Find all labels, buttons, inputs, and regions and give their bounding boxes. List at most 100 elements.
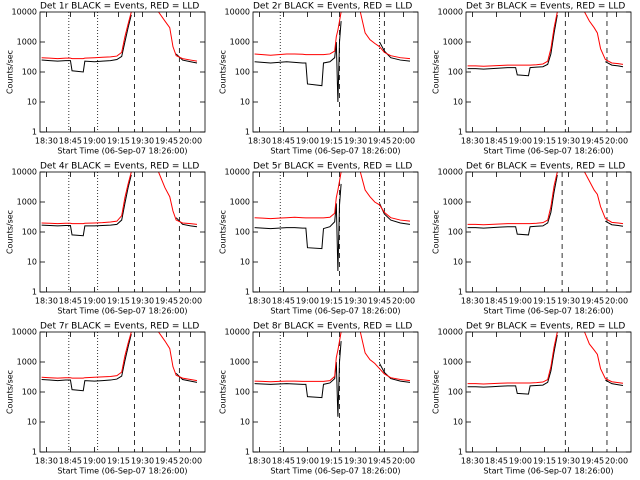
data-line	[584, 332, 624, 384]
data-line	[379, 363, 411, 383]
x-tick-label: 18:30	[248, 137, 271, 146]
y-axis-label: Counts/sec	[6, 210, 15, 254]
x-tick-label: 19:15	[107, 297, 130, 306]
x-axis-label: Start Time (06-Sep-07 18:26:00)	[57, 467, 187, 476]
y-tick-label: 1	[458, 128, 463, 137]
x-tick-label: 19:00	[296, 137, 319, 146]
x-tick-label: 19:00	[83, 137, 106, 146]
chart-title: Det 8r BLACK = Events, RED = LLD	[253, 322, 412, 332]
y-tick-label: 10000	[12, 8, 37, 17]
x-tick-label: 20:00	[179, 137, 202, 146]
data-line	[467, 12, 558, 67]
x-tick-label: 18:45	[485, 297, 508, 306]
x-tick-label: 19:45	[581, 457, 604, 466]
y-tick-label: 1	[245, 288, 250, 297]
x-tick-label: 19:30	[344, 297, 367, 306]
y-tick-label: 10	[453, 98, 463, 107]
y-tick-label: 10000	[225, 328, 250, 337]
y-axis-label: Counts/sec	[432, 370, 441, 414]
y-axis-label: Counts/sec	[432, 50, 441, 94]
data-line	[467, 332, 558, 385]
y-tick-label: 10	[453, 418, 463, 427]
plot-frame	[465, 331, 632, 453]
x-tick-label: 19:45	[581, 297, 604, 306]
data-line	[41, 174, 132, 237]
y-tick-label: 100	[235, 228, 250, 237]
x-axis-label: Start Time (06-Sep-07 18:26:00)	[57, 147, 187, 156]
y-tick-label: 10000	[225, 8, 250, 17]
data-line	[605, 61, 624, 68]
y-tick-label: 10	[27, 98, 37, 107]
x-tick-label: 19:00	[296, 297, 319, 306]
x-tick-label: 18:45	[272, 297, 295, 306]
x-tick-label: 20:00	[392, 297, 415, 306]
y-tick-label: 10000	[12, 168, 37, 177]
panel: Det 7r BLACK = Events, RED = LLD Counts/s…	[6, 322, 206, 476]
x-tick-label: 18:30	[35, 457, 58, 466]
data-line	[41, 12, 132, 60]
y-tick-label: 100	[448, 228, 463, 237]
x-tick-label: 19:30	[344, 137, 367, 146]
x-tick-label: 19:00	[83, 457, 106, 466]
x-axis-label: Start Time (06-Sep-07 18:26:00)	[270, 467, 400, 476]
x-tick-label: 20:00	[605, 297, 628, 306]
data-line	[254, 12, 342, 56]
x-tick-label: 18:45	[59, 457, 82, 466]
x-tick-label: 19:45	[155, 297, 178, 306]
y-tick-label: 1000	[443, 38, 463, 47]
y-tick-label: 1	[458, 448, 463, 457]
plot-frame	[39, 331, 206, 453]
chart-title: Det 9r BLACK = Events, RED = LLD	[466, 322, 625, 332]
data-line	[158, 332, 198, 382]
y-tick-label: 1000	[230, 198, 250, 207]
x-tick-label: 19:15	[533, 457, 556, 466]
y-axis-label: Counts/sec	[432, 210, 441, 254]
plot-frame	[465, 171, 632, 293]
x-tick-label: 20:00	[392, 457, 415, 466]
y-tick-label: 1000	[230, 358, 250, 367]
x-tick-label: 18:30	[461, 137, 484, 146]
x-axis-label: Start Time (06-Sep-07 18:26:00)	[483, 147, 613, 156]
x-tick-label: 19:30	[557, 457, 580, 466]
x-tick-label: 19:30	[131, 297, 154, 306]
chart-title: Det 6r BLACK = Events, RED = LLD	[466, 162, 625, 172]
y-tick-label: 10000	[12, 328, 37, 337]
data-line	[584, 12, 624, 65]
x-tick-label: 19:30	[557, 297, 580, 306]
y-axis-label: Counts/sec	[219, 50, 228, 94]
y-tick-label: 100	[448, 388, 463, 397]
data-line	[41, 14, 132, 73]
x-axis-label: Start Time (06-Sep-07 18:26:00)	[483, 307, 613, 316]
data-line	[158, 172, 198, 225]
data-line	[254, 332, 342, 383]
x-tick-label: 18:30	[35, 137, 58, 146]
chart-title: Det 7r BLACK = Events, RED = LLD	[40, 322, 199, 332]
x-tick-label: 19:15	[533, 297, 556, 306]
x-axis-label: Start Time (06-Sep-07 18:26:00)	[57, 307, 187, 316]
data-line	[254, 340, 342, 417]
data-line	[158, 12, 198, 62]
x-tick-label: 19:15	[320, 137, 343, 146]
x-tick-label: 19:15	[320, 297, 343, 306]
x-tick-label: 19:45	[368, 457, 391, 466]
y-axis-label: Counts/sec	[219, 370, 228, 414]
y-tick-label: 1	[32, 288, 37, 297]
x-tick-label: 19:30	[344, 457, 367, 466]
y-tick-label: 1	[32, 128, 37, 137]
data-line	[584, 172, 624, 225]
x-tick-label: 19:45	[368, 137, 391, 146]
x-tick-label: 18:30	[461, 297, 484, 306]
y-axis-label: Counts/sec	[6, 370, 15, 414]
x-tick-label: 19:30	[557, 137, 580, 146]
panel: Det 6r BLACK = Events, RED = LLD Counts/s…	[432, 162, 632, 316]
x-tick-label: 19:30	[131, 137, 154, 146]
y-tick-label: 1000	[443, 198, 463, 207]
data-line	[254, 183, 342, 272]
x-tick-label: 19:00	[296, 457, 319, 466]
data-line	[254, 172, 342, 220]
x-tick-label: 18:30	[461, 457, 484, 466]
chart-title: Det 3r BLACK = Events, RED = LLD	[466, 2, 625, 12]
x-tick-label: 18:45	[485, 137, 508, 146]
x-tick-label: 20:00	[605, 457, 628, 466]
